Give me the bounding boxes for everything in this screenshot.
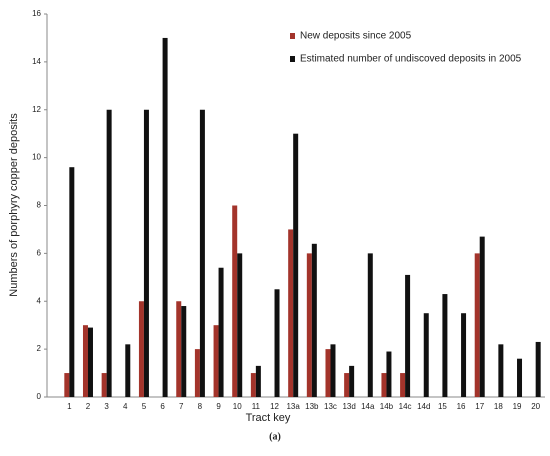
x-tick-label: 11 — [252, 402, 261, 411]
y-tick-label: 4 — [37, 296, 42, 305]
legend-swatch — [290, 33, 295, 39]
x-tick-label: 12 — [270, 402, 279, 411]
x-tick-label: 15 — [438, 402, 447, 411]
x-tick-label: 1 — [67, 402, 72, 411]
x-tick-label: 13c — [324, 402, 337, 411]
x-tick-label: 4 — [123, 402, 128, 411]
y-tick-label: 10 — [32, 153, 41, 162]
bar — [400, 373, 406, 397]
x-tick-label: 2 — [86, 402, 91, 411]
y-tick-label: 14 — [32, 57, 41, 66]
bar — [255, 365, 261, 397]
bar — [69, 167, 75, 397]
x-tick-label: 13a — [286, 402, 300, 411]
bar — [274, 289, 280, 397]
bar — [311, 243, 317, 397]
bar — [442, 294, 448, 397]
bar — [101, 373, 107, 397]
bar — [143, 109, 149, 397]
bar — [181, 306, 187, 397]
x-tick-label: 14c — [399, 402, 412, 411]
x-tick-label: 3 — [104, 402, 109, 411]
bar — [162, 37, 168, 397]
bar — [232, 205, 238, 397]
x-tick-label: 10 — [233, 402, 242, 411]
bar — [535, 341, 541, 397]
x-tick-label: 14d — [417, 402, 430, 411]
x-tick-label: 9 — [216, 402, 221, 411]
x-tick-label: 17 — [475, 402, 484, 411]
bar — [330, 344, 336, 397]
bar — [306, 253, 312, 397]
x-tick-label: 16 — [457, 402, 466, 411]
y-tick-label: 6 — [37, 248, 42, 257]
bar — [87, 327, 93, 397]
bar — [344, 373, 350, 397]
bar — [125, 344, 131, 397]
bar — [213, 325, 219, 397]
legend-label: New deposits since 2005 — [300, 31, 412, 42]
x-tick-label: 19 — [513, 402, 522, 411]
x-tick-label: 13b — [305, 402, 319, 411]
bar — [293, 133, 299, 397]
bar — [498, 344, 504, 397]
x-tick-label: 7 — [179, 402, 184, 411]
bar — [517, 358, 523, 397]
bar — [423, 313, 429, 397]
bar — [367, 253, 373, 397]
y-axis-label: Numbers of porphyry copper deposits — [8, 113, 20, 297]
bar — [64, 373, 70, 397]
x-tick-label: 14b — [380, 402, 394, 411]
x-tick-label: 18 — [494, 402, 503, 411]
bar — [405, 274, 411, 397]
legend-swatch — [290, 56, 295, 62]
bar — [106, 109, 112, 397]
y-tick-label: 8 — [37, 201, 42, 210]
y-tick-label: 16 — [32, 9, 41, 18]
legend-label: Estimated number of undiscoved deposits … — [300, 54, 522, 65]
x-tick-label: 13d — [342, 402, 355, 411]
bar — [218, 267, 224, 397]
x-tick-label: 6 — [160, 402, 165, 411]
bar — [138, 301, 144, 397]
bar — [386, 351, 392, 397]
y-tick-label: 12 — [32, 105, 41, 114]
bar — [474, 253, 480, 397]
bar — [325, 349, 331, 397]
x-tick-label: 20 — [531, 402, 540, 411]
bar — [349, 365, 355, 397]
bar — [381, 373, 387, 397]
bar — [250, 373, 256, 397]
caption: (a) — [269, 431, 281, 442]
bar — [288, 229, 294, 397]
y-tick-label: 0 — [37, 392, 42, 401]
bar — [199, 109, 205, 397]
y-tick-label: 2 — [37, 344, 42, 353]
bar — [461, 313, 467, 397]
x-axis-label: Tract key — [246, 412, 291, 424]
bar — [237, 253, 243, 397]
bar — [82, 325, 88, 397]
x-tick-label: 8 — [198, 402, 203, 411]
bar — [194, 349, 200, 397]
x-tick-label: 14a — [361, 402, 375, 411]
bar — [479, 236, 485, 397]
bar — [176, 301, 182, 397]
x-tick-label: 5 — [142, 402, 147, 411]
